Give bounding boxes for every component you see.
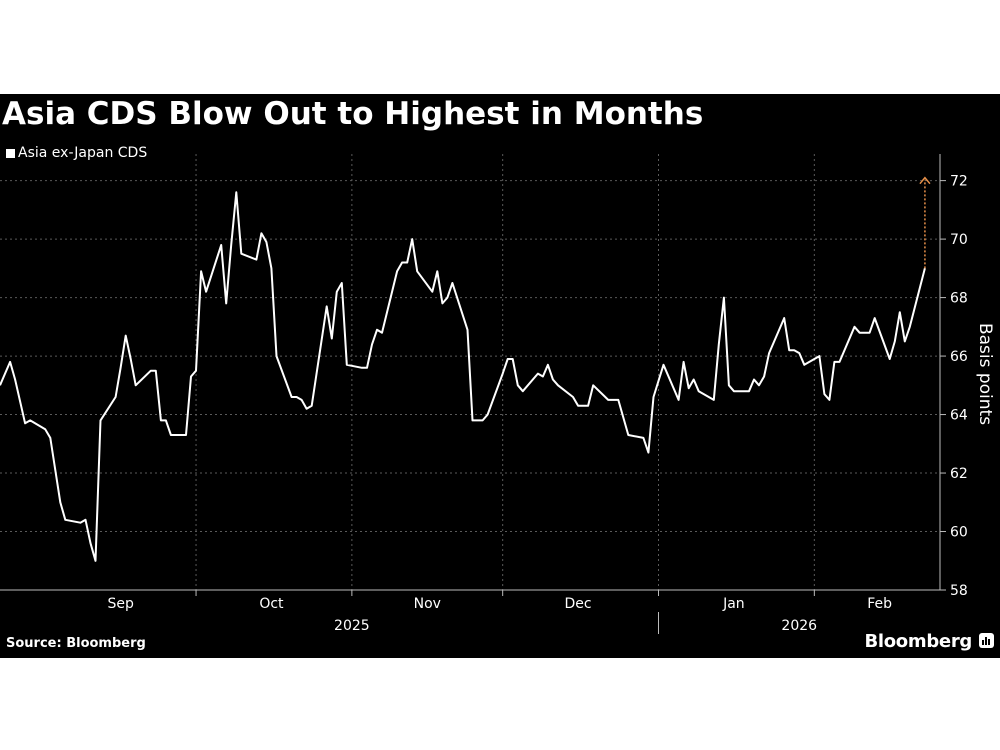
legend-label: Asia ex-Japan CDS <box>18 145 148 161</box>
x-tick-label: Sep <box>107 596 134 612</box>
year-label: 2026 <box>781 618 817 634</box>
y-tick-label: 62 <box>950 466 968 482</box>
y-tick-label: 60 <box>950 525 968 541</box>
bloomberg-logo-icon <box>979 633 994 648</box>
line-chart: 58 60 62 64 66 68 70 72 Sep Oct Nov Dec Jan Feb 2025 20… <box>0 154 995 634</box>
y-tick-label: 68 <box>950 291 968 307</box>
y-tick-label: 72 <box>950 174 968 190</box>
y-tick-label: 64 <box>950 408 968 424</box>
y-tick-label: 66 <box>950 349 968 365</box>
y-axis-title: Basis points <box>975 323 995 425</box>
y-tick-label: 58 <box>950 583 968 599</box>
year-label: 2025 <box>334 618 370 634</box>
legend-swatch <box>6 148 15 158</box>
series-line-asia-ex-japan-cds <box>0 191 926 562</box>
x-tick-label: Dec <box>565 596 592 612</box>
x-tick-label: Nov <box>414 596 441 612</box>
brand-name: Bloomberg <box>864 631 972 652</box>
x-tick-label: Oct <box>259 596 284 612</box>
x-tick-label: Jan <box>722 596 745 612</box>
series <box>0 191 926 562</box>
annotations <box>919 176 931 269</box>
y-tick-label: 70 <box>950 232 968 248</box>
chart-title: Asia CDS Blow Out to Highest in Months <box>2 96 704 132</box>
x-tick-label: Feb <box>867 596 892 612</box>
legend: Asia ex-Japan CDS <box>6 144 147 162</box>
arrow-up-icon <box>919 176 931 185</box>
source-note: Source: Bloomberg <box>6 636 146 651</box>
axes <box>0 154 946 634</box>
chart-card: Asia CDS Blow Out to Highest in Months A… <box>0 94 1000 658</box>
tick-labels: 58 60 62 64 66 68 70 72 Sep Oct Nov Dec Jan Feb 2025 20… <box>107 174 995 634</box>
